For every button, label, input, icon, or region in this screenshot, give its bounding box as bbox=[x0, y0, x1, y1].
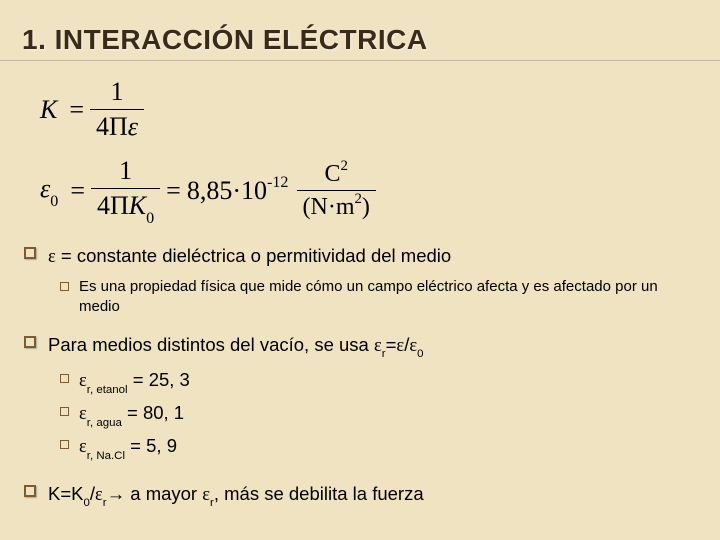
formula-eps0: ε0= 1 4ΠK0 = 8,85·10-12 C2 (N·m2) bbox=[40, 156, 698, 225]
slide: 1. INTERACCIÓN ELÉCTRICA K= 1 4Πε ε0= 1 … bbox=[0, 0, 720, 540]
bullet-icon bbox=[24, 247, 36, 259]
bullet-icon bbox=[60, 440, 69, 449]
bullet-2-item-0: εr, etanol = 25, 3 bbox=[60, 367, 698, 396]
bullet-1-sub: Es una propiedad física que mide cómo un… bbox=[60, 277, 698, 318]
bullet-icon bbox=[24, 485, 36, 497]
formula-block: K= 1 4Πε ε0= 1 4ΠK0 = 8,85·10-12 C2 (N·m… bbox=[40, 77, 698, 225]
bullet-icon bbox=[60, 374, 69, 383]
formula-K: K= 1 4Πε bbox=[40, 77, 698, 142]
bullet-list: ε = constante dieléctrica o permitividad… bbox=[22, 243, 698, 510]
bullet-3: K=K0/εr→ a mayor εr, más se debilita la … bbox=[24, 481, 698, 510]
bullet-2-item-1: εr, agua = 80, 1 bbox=[60, 400, 698, 429]
bullet-2-item-2: εr, Na.Cl = 5, 9 bbox=[60, 433, 698, 462]
bullet-1: ε = constante dieléctrica o permitividad… bbox=[24, 243, 698, 271]
bullet-icon bbox=[60, 407, 69, 416]
title-underline bbox=[0, 60, 720, 61]
bullet-2: Para medios distintos del vacío, se usa … bbox=[24, 332, 698, 361]
bullet-icon bbox=[60, 282, 69, 291]
bullet-icon bbox=[24, 336, 36, 348]
page-title: 1. INTERACCIÓN ELÉCTRICA bbox=[22, 24, 698, 56]
